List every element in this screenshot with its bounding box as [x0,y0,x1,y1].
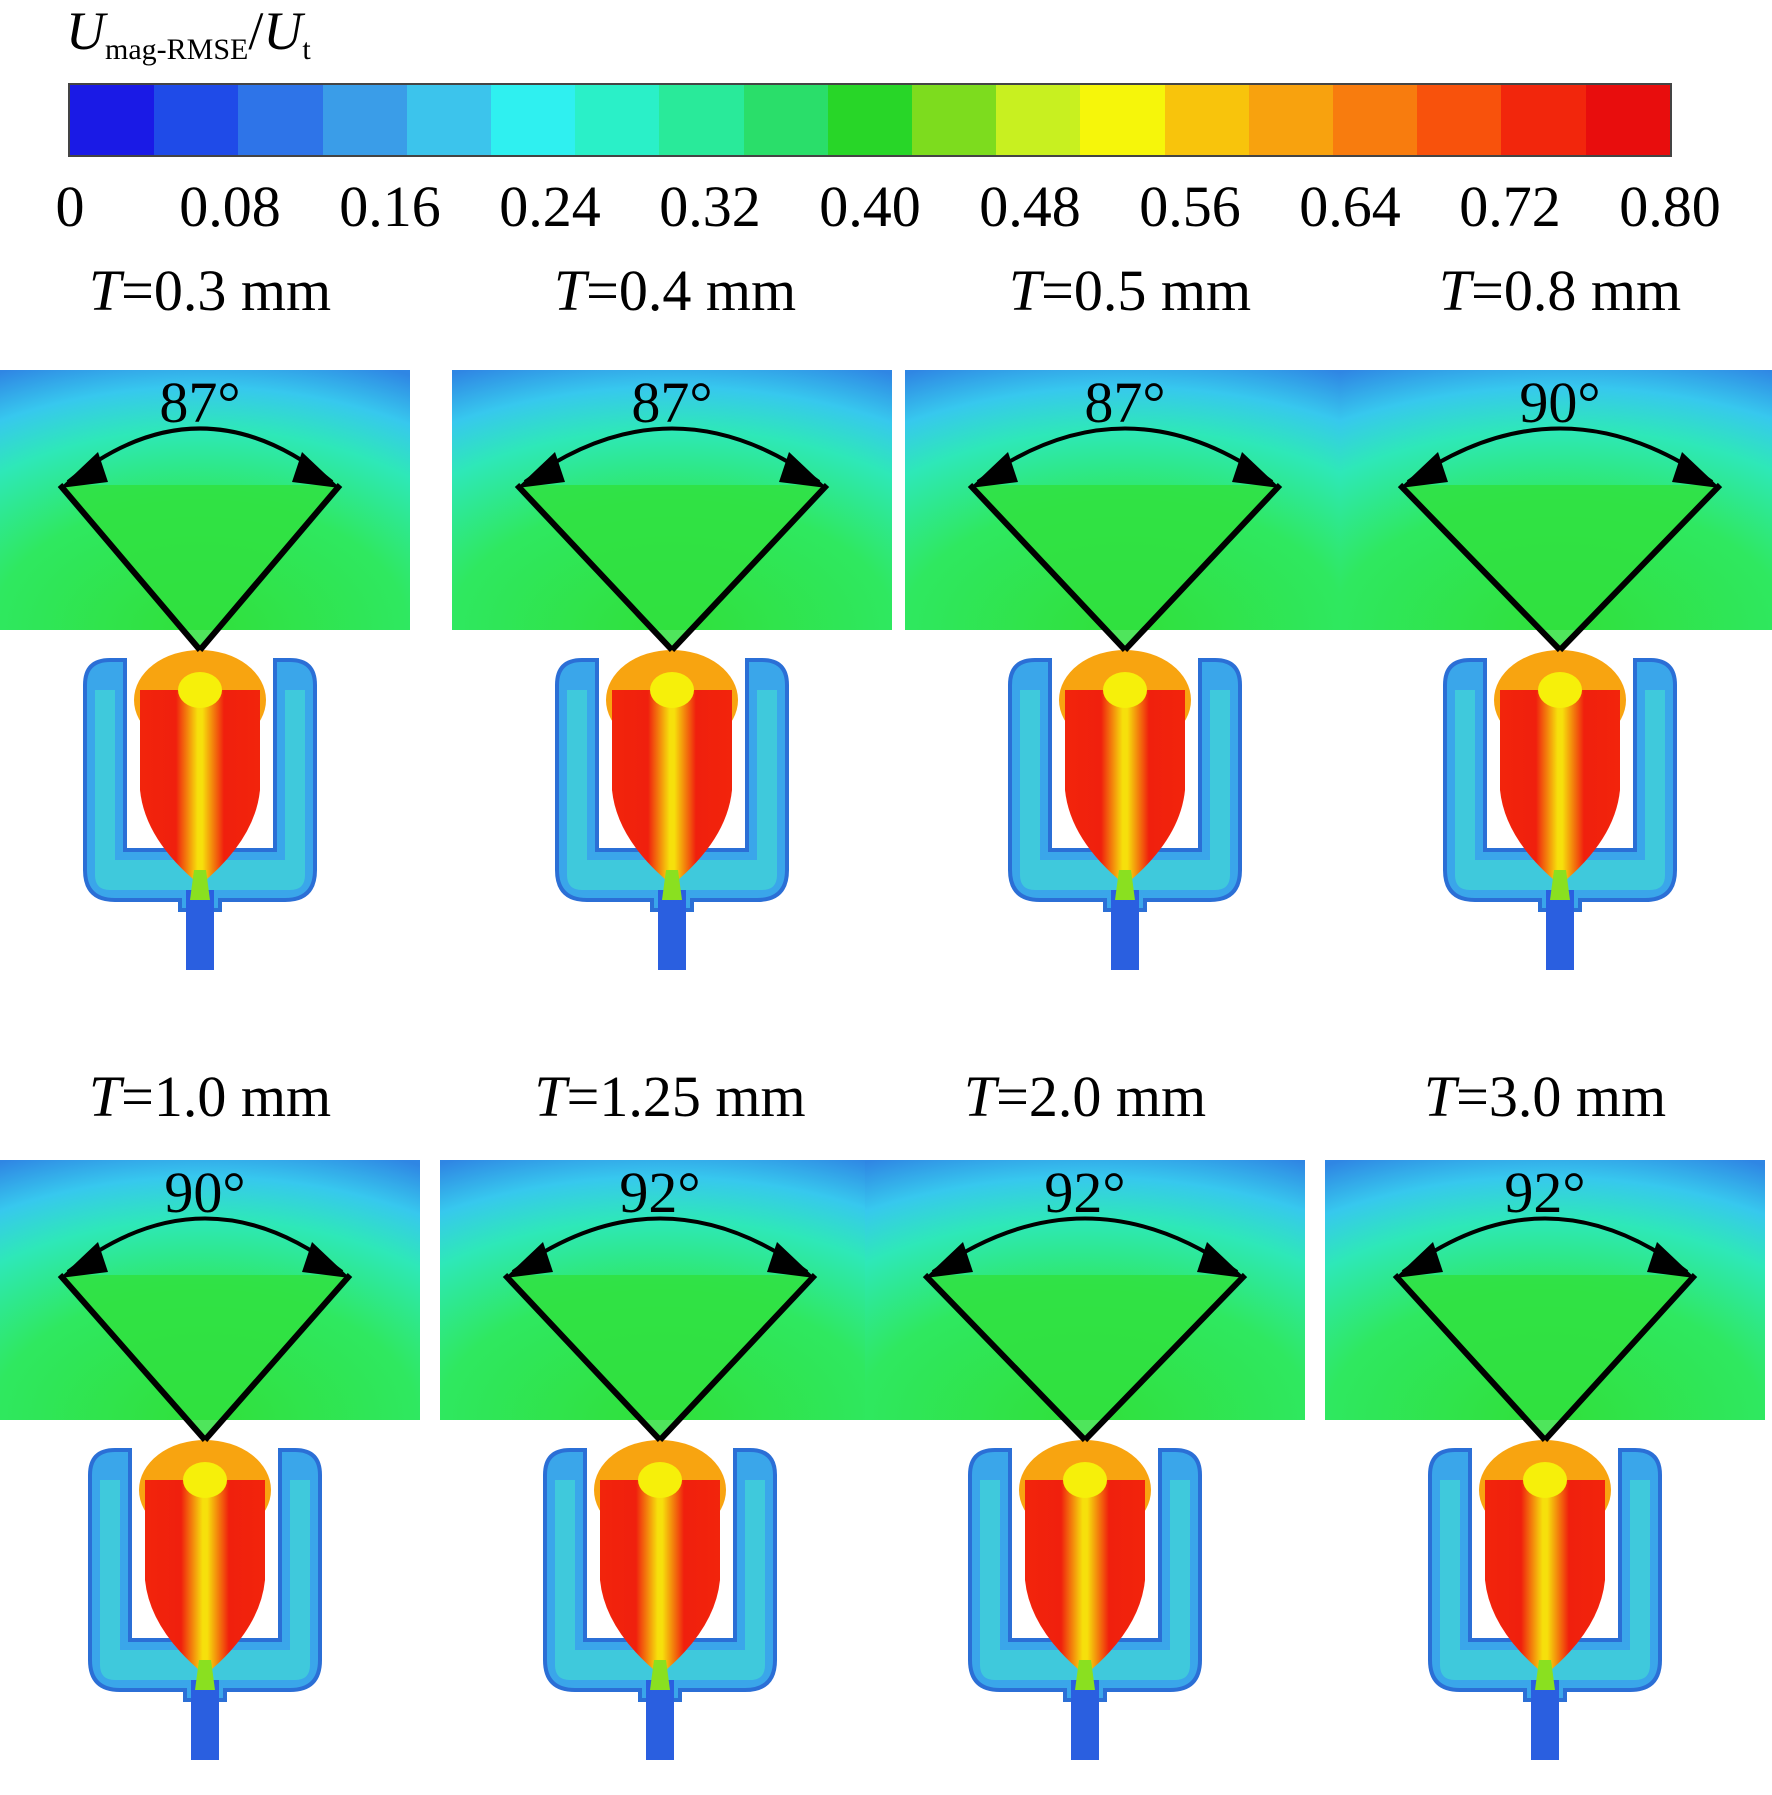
spray-edge-left [1392,1272,1548,1443]
contour-panel: 90° [0,1160,425,1780]
thickness-label: T=2.0 mm [963,1064,1207,1129]
spray-edge-left [57,1273,208,1442]
angle-arc [1406,426,1714,484]
arrowhead-right [779,452,827,488]
angle-label: 90° [164,1160,245,1225]
thickness-label: T=0.8 mm [1438,258,1682,323]
colorbar-segment [1417,85,1502,155]
colorbar-tick-label: 0.80 [1619,174,1721,239]
contour-panel: 92° [1325,1160,1765,1780]
thickness-label: T=0.4 mm [553,258,797,323]
colorbar-segment [70,85,155,155]
arrowhead-right [292,452,340,488]
angle-label: 92° [619,1160,700,1225]
thickness-label: T=0.3 mm [88,258,332,323]
colorbar-segment [575,85,660,155]
arrowhead-left [1395,1242,1443,1278]
arrowhead-right [1672,452,1720,488]
colorbar-segment [406,85,492,155]
colorbar-tick-label: 0.24 [499,174,601,239]
angle-arc [523,426,821,484]
colorbar-tick-label: 0.08 [179,174,281,239]
colorbar-segment [659,85,744,155]
arrowhead-left [60,452,108,488]
arrowhead-left [970,452,1018,488]
contour-panel: 87° [905,370,1345,990]
spray-edge-left [967,482,1128,653]
spray-edge-left [1397,482,1563,653]
angle-arc [931,1216,1239,1274]
angle-label: 92° [1504,1160,1585,1225]
colorbar-tick-label: 0.40 [819,174,921,239]
arrowhead-right [767,1242,815,1278]
angle-arc [66,1216,344,1274]
angle-label: 87° [1084,370,1165,435]
contour-panel: 92° [865,1160,1305,1780]
arrowhead-right [1647,1242,1695,1278]
angle-arc [511,1216,809,1274]
colorbar-tick-label: 0.56 [1139,174,1241,239]
angle-arc [1401,1216,1689,1274]
thickness-label: T=1.25 mm [534,1064,806,1129]
colorbar-segment [1585,85,1670,155]
spray-edge-left [57,483,203,652]
contour-panel: 90° [1340,370,1772,990]
arrowhead-left [60,1242,108,1278]
colorbar-segment [1333,85,1418,155]
angle-label: 87° [631,370,712,435]
spray-edge-right [657,1272,818,1443]
spray-edge-left [922,1272,1088,1443]
contour-panel: 87° [452,370,892,990]
colorbar-segment [238,85,323,155]
colorbar-segment [1248,85,1334,155]
colorbar-segment [322,85,407,155]
colorbar-segment [827,85,913,155]
spray-edge-right [1082,1272,1248,1443]
arrowhead-right [1197,1242,1245,1278]
thickness-label: T=3.0 mm [1423,1064,1667,1129]
thickness-label: T=1.0 mm [88,1064,332,1129]
spray-edge-left [502,1272,663,1443]
colorbar [68,83,1672,157]
colorbar-segment [154,85,239,155]
arrowhead-right [1232,452,1280,488]
spray-edge-right [197,483,343,652]
colorbar-title: Umag-RMSE/Ut [66,1,311,66]
contour-panel: 92° [440,1160,880,1780]
colorbar-segment [996,85,1081,155]
arrowhead-left [925,1242,973,1278]
colorbar-tick-label: 0.64 [1299,174,1401,239]
colorbar-tick-label: 0.16 [339,174,441,239]
arrowhead-right [302,1242,350,1278]
spray-edge-left [514,482,675,653]
colorbar-tick-label: 0.32 [659,174,761,239]
angle-label: 92° [1044,1160,1125,1225]
arrowhead-left [517,452,565,488]
colorbar-segment [912,85,997,155]
angle-arc [976,426,1274,484]
spray-edge-right [1542,1272,1698,1443]
arrowhead-left [505,1242,553,1278]
thickness-label: T=0.5 mm [1008,258,1252,323]
spray-edge-right [1557,482,1723,653]
spray-edge-right [202,1273,353,1442]
colorbar-segment [1164,85,1249,155]
spray-edge-right [1122,482,1283,653]
angle-label: 90° [1519,370,1600,435]
angle-label: 87° [159,370,240,435]
colorbar-tick-label: 0.48 [979,174,1081,239]
angle-arc [66,426,334,484]
colorbar-segment [743,85,828,155]
contour-panel: 87° [0,370,420,990]
arrowhead-left [1400,452,1448,488]
colorbar-segment [1501,85,1586,155]
spray-edge-right [669,482,830,653]
colorbar-tick-label: 0.72 [1459,174,1561,239]
colorbar-segment [1080,85,1165,155]
colorbar-tick-label: 0 [55,174,85,239]
colorbar-segment [491,85,576,155]
